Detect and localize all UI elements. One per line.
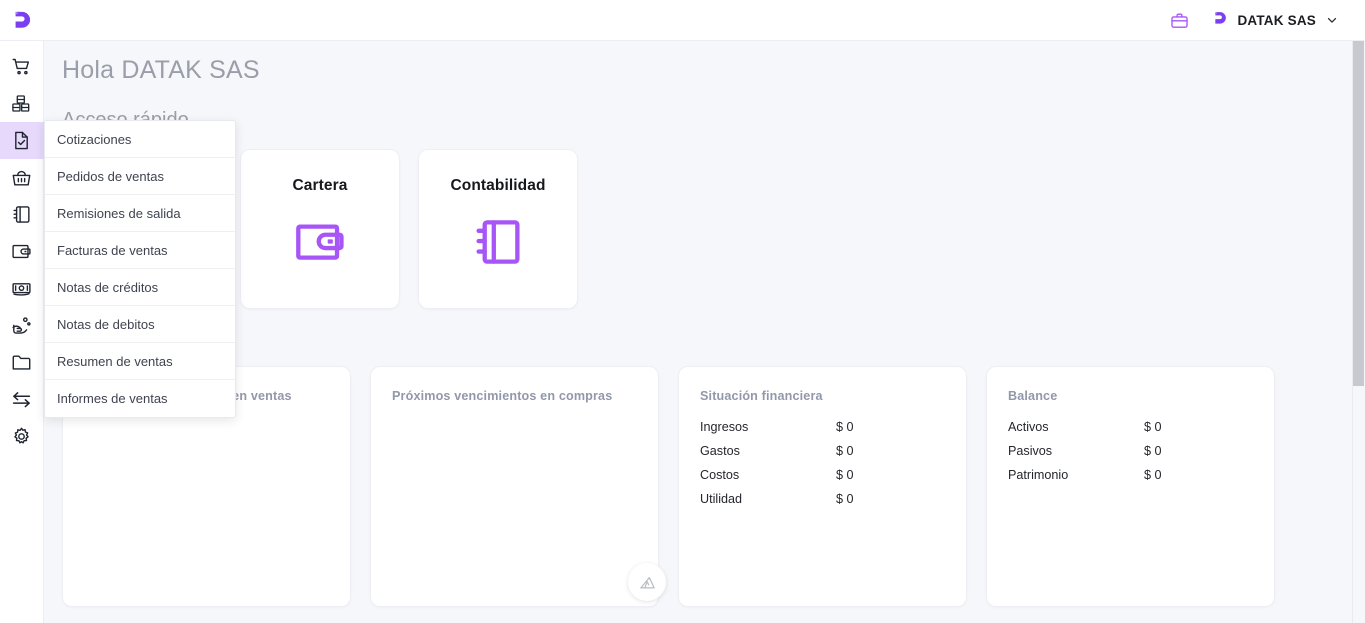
briefcase-icon[interactable] (1164, 5, 1194, 35)
page-title: Hola DATAK SAS (62, 56, 260, 84)
menu-item-resumen-de-ventas[interactable]: Resumen de ventas (45, 343, 235, 380)
sidebar-item-configuracion[interactable] (0, 418, 44, 455)
row-value: $ 0 (836, 468, 854, 482)
top-bar-actions: DATAK SAS (1164, 5, 1365, 35)
panel-title: Situación financiera (700, 389, 823, 403)
wallet-icon (292, 214, 348, 275)
row-value: $ 0 (836, 444, 854, 458)
datak-logo-icon[interactable] (0, 0, 44, 41)
row-key: Ingresos (700, 420, 749, 434)
financial-rows: Ingresos $ 0 Gastos $ 0 Costos $ 0 Utili… (700, 415, 946, 511)
row-key: Costos (700, 468, 740, 482)
panel-balance: Balance Activos $ 0 Pasivos $ 0 Patrimon… (986, 366, 1275, 607)
panel-title: Próximos vencimientos en compras (392, 389, 613, 403)
quick-card-contabilidad[interactable]: Contabilidad (418, 149, 578, 309)
table-row: Utilidad $ 0 (700, 487, 946, 511)
sidebar-item-tesoreria[interactable] (0, 270, 44, 307)
row-key: Utilidad (700, 492, 742, 506)
quick-card-title: Cartera (292, 177, 348, 194)
notebook-icon (470, 214, 526, 275)
table-row: Gastos $ 0 (700, 439, 946, 463)
user-menu[interactable]: DATAK SAS (1212, 10, 1339, 31)
menu-item-remisiones-de-salida[interactable]: Remisiones de salida (45, 195, 235, 232)
table-row: Patrimonio $ 0 (1008, 463, 1254, 487)
quick-card-cartera[interactable]: Cartera (240, 149, 400, 309)
sidebar-item-cartera[interactable] (0, 233, 44, 270)
row-value: $ 0 (836, 420, 854, 434)
sidebar-item-transacciones[interactable] (0, 381, 44, 418)
vertical-scrollbar[interactable] (1352, 41, 1365, 623)
quick-access-title: Acceso rápido (62, 109, 1365, 132)
table-row: Pasivos $ 0 (1008, 439, 1254, 463)
row-key: Activos (1008, 420, 1049, 434)
sidebar-item-nomina[interactable] (0, 307, 44, 344)
row-key: Gastos (700, 444, 740, 458)
panel-vencimientos-compras: Próximos vencimientos en compras (370, 366, 659, 607)
mountain-icon[interactable] (628, 563, 666, 601)
chevron-down-icon[interactable] (1325, 13, 1339, 27)
row-value: $ 0 (1144, 420, 1162, 434)
table-row: Costos $ 0 (700, 463, 946, 487)
quick-access-cards: Ventas Cartera (62, 149, 1365, 309)
main-content: Hola DATAK SAS Acceso rápido Ventas Cart… (44, 41, 1365, 623)
sidebar-item-documentos[interactable] (0, 344, 44, 381)
row-key: Pasivos (1008, 444, 1053, 458)
quick-card-title: Contabilidad (450, 177, 546, 194)
row-key: Patrimonio (1008, 468, 1069, 482)
menu-item-notas-de-creditos[interactable]: Notas de créditos (45, 269, 235, 306)
row-value: $ 0 (836, 492, 854, 506)
menu-item-informes-de-ventas[interactable]: Informes de ventas (57, 391, 168, 406)
menu-item-notas-de-debitos[interactable]: Notas de debitos (45, 306, 235, 343)
row-value: $ 0 (1144, 468, 1162, 482)
user-name-label: DATAK SAS (1237, 12, 1316, 28)
panel-title: Balance (1008, 389, 1058, 403)
balance-rows: Activos $ 0 Pasivos $ 0 Patrimonio $ 0 (1008, 415, 1254, 487)
top-bar: DATAK SAS (0, 0, 1365, 41)
menu-item-cotizaciones[interactable]: Cotizaciones (45, 121, 235, 158)
ventas-dropdown-menu: Cotizaciones Pedidos de ventas Remisione… (44, 120, 236, 418)
datak-avatar-icon (1212, 10, 1228, 31)
table-row: Ingresos $ 0 (700, 415, 946, 439)
sidebar-item-compras[interactable] (0, 48, 44, 85)
sidebar (0, 41, 44, 623)
menu-item-pedidos-de-ventas[interactable]: Pedidos de ventas (45, 158, 235, 195)
sidebar-item-contabilidad[interactable] (0, 196, 44, 233)
scrollbar-thumb[interactable] (1353, 41, 1364, 386)
dashboard-panels: Próximos vencimientos en ventas Próximos… (62, 366, 1365, 607)
sidebar-item-inventario[interactable] (0, 85, 44, 122)
sidebar-item-ventas[interactable] (0, 122, 44, 159)
table-row: Activos $ 0 (1008, 415, 1254, 439)
sidebar-item-pos[interactable] (0, 159, 44, 196)
panel-situacion-financiera: Situación financiera Ingresos $ 0 Gastos… (678, 366, 967, 607)
menu-item-facturas-de-ventas[interactable]: Facturas de ventas (45, 232, 235, 269)
row-value: $ 0 (1144, 444, 1162, 458)
